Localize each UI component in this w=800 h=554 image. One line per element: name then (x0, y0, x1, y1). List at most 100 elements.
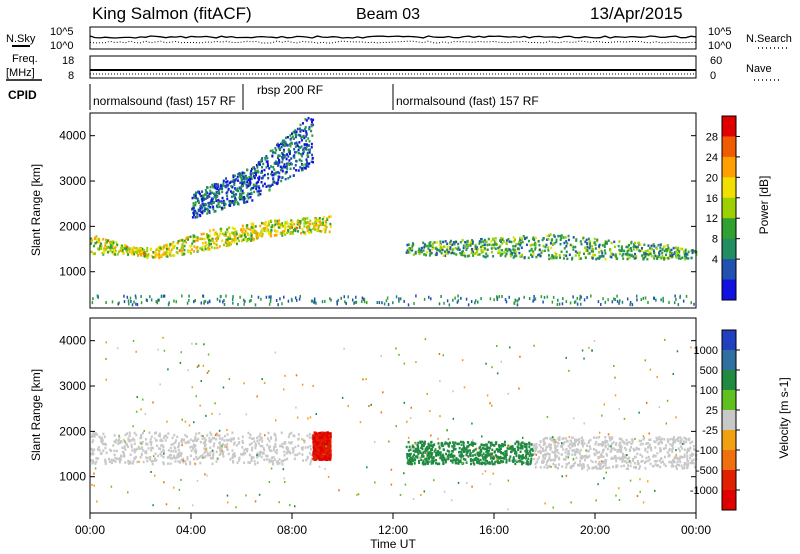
velocity-point (151, 446, 154, 450)
velocity-point (554, 456, 557, 460)
power-point (345, 301, 347, 305)
power-point (610, 255, 613, 259)
power-point (618, 301, 620, 305)
power-point (294, 229, 297, 233)
velocity-point (462, 446, 465, 450)
power-point (315, 219, 318, 222)
velocity-point (212, 453, 215, 456)
power-point (576, 251, 579, 255)
power-point (212, 201, 215, 204)
velocity-point (128, 431, 131, 435)
power-point (304, 127, 307, 131)
power-point (298, 220, 301, 223)
power-point (289, 222, 292, 226)
power-point (653, 244, 656, 248)
velocity-point (273, 445, 276, 449)
power-point (215, 243, 218, 246)
power-point (596, 238, 599, 242)
power-point (284, 177, 287, 181)
power-point (602, 297, 604, 301)
velocity-point (418, 450, 421, 453)
velocity-point (655, 436, 658, 440)
velocity-point (636, 452, 639, 456)
power-point (470, 247, 473, 251)
velocity-point (406, 456, 409, 460)
power-point (603, 245, 606, 248)
power-point (255, 163, 258, 167)
power-point (113, 249, 116, 252)
power-point (292, 174, 295, 177)
velocity-point (437, 453, 440, 457)
velocity-point (238, 456, 241, 460)
power-point (242, 298, 245, 302)
power-point (308, 151, 311, 154)
velocity-point (181, 458, 184, 462)
velocity-point (692, 444, 695, 448)
power-point (415, 294, 417, 298)
velocity-point (261, 445, 264, 448)
power-point (587, 252, 590, 256)
power-point (217, 198, 220, 202)
power-point (605, 240, 608, 244)
velocity-point (642, 501, 645, 504)
power-point (221, 239, 224, 243)
power-point (505, 247, 508, 251)
velocity-point (193, 449, 196, 453)
power-point (289, 138, 292, 141)
power-point (113, 250, 116, 254)
velocity-point (437, 437, 439, 440)
power-point (152, 250, 155, 254)
power-point (245, 224, 248, 228)
velocity-point (242, 451, 245, 455)
velocity-point (539, 466, 542, 469)
velocity-point (691, 459, 694, 463)
velocity-point (589, 447, 592, 450)
velocity-point (454, 441, 457, 445)
power-point (183, 252, 186, 256)
power-point (482, 245, 485, 249)
power-point (311, 153, 314, 157)
power-point (155, 252, 158, 255)
velocity-point (428, 457, 431, 461)
freq-label-1: Freq. (12, 53, 38, 65)
power-point (652, 255, 655, 258)
power-point (190, 244, 193, 248)
power-point (471, 250, 474, 254)
velocity-point (246, 449, 249, 453)
power-point (222, 179, 225, 183)
ytick-label: 3000 (59, 174, 86, 188)
power-point (679, 247, 682, 251)
velocity-point (413, 453, 416, 456)
velocity-point (121, 450, 124, 454)
velocity-point (422, 455, 425, 458)
velocity-point (470, 442, 473, 446)
power-point (176, 247, 179, 250)
power-point (281, 176, 284, 179)
velocity-point (451, 499, 453, 502)
power-point (639, 243, 642, 246)
velocity-point (153, 474, 156, 477)
velocity-point (194, 448, 197, 451)
velocity-point (250, 442, 253, 445)
power-point (179, 239, 182, 242)
power-point (299, 130, 302, 133)
power-point (278, 161, 281, 164)
velocity-point (581, 442, 584, 445)
velocity-point (525, 452, 528, 455)
velocity-point (541, 461, 544, 465)
velocity-point (323, 437, 326, 441)
power-point (656, 257, 659, 261)
velocity-point (464, 458, 467, 461)
velocity-point (410, 460, 413, 463)
velocity-point (615, 465, 618, 469)
power-point (425, 250, 428, 254)
velocity-point (691, 461, 694, 465)
power-point (441, 248, 444, 252)
power-point (277, 158, 280, 162)
power-point (309, 222, 312, 226)
power-point (365, 301, 368, 305)
power-point (158, 250, 161, 253)
power-point (408, 251, 411, 254)
power-point (691, 251, 694, 255)
power-point (227, 187, 230, 191)
